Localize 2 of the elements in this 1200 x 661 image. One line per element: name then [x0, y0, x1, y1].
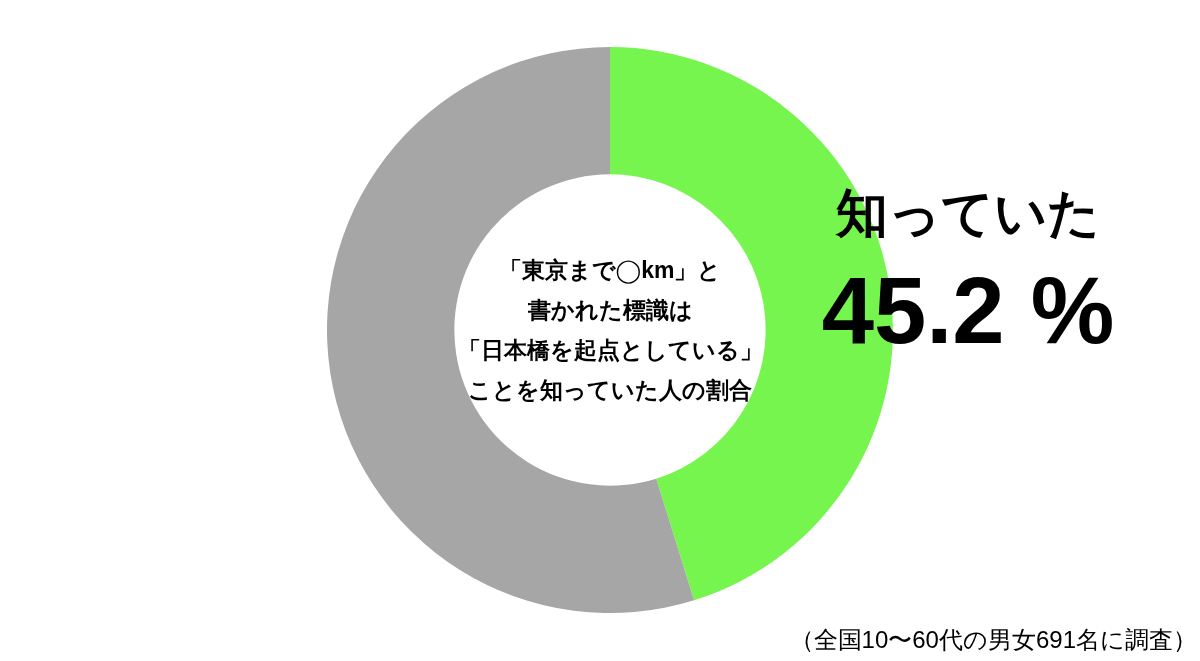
text: （全国10〜60代の男女691名に調査） — [789, 626, 1197, 653]
text: 「東京まで◯km」と書かれた標識は「日本橋を起点としている」ことを知っていた人の割合 — [457, 257, 763, 404]
